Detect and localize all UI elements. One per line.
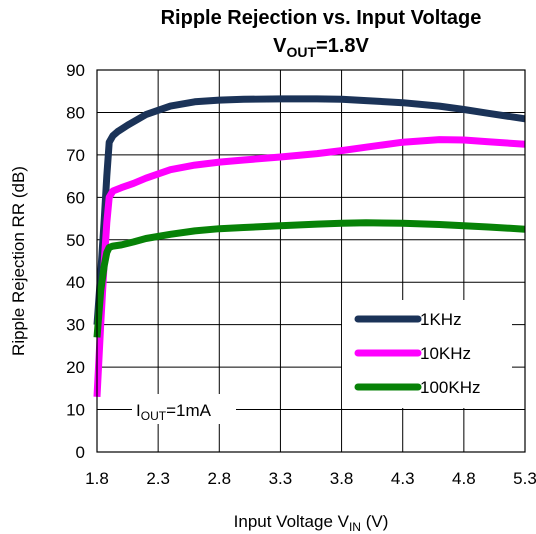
annotation-text: IOUT=1mA	[136, 401, 212, 423]
x-tick-label: 2.8	[207, 469, 231, 488]
x-tick-label: 5.3	[513, 469, 536, 488]
series-line-10khz	[93, 136, 526, 397]
annotation-box	[132, 394, 236, 424]
legend: 1KHz 10KHz 100KHz	[342, 300, 512, 408]
data-series	[93, 95, 526, 397]
y-tick-label: 0	[76, 443, 85, 462]
series-line-1khz	[93, 95, 526, 325]
x-tick-label: 3.8	[330, 469, 354, 488]
y-tick-label: 30	[66, 316, 85, 335]
chart-title: Ripple Rejection vs. Input Voltage	[161, 7, 482, 29]
y-axis-label: Ripple Rejection RR (dB)	[9, 166, 28, 356]
tick-labels: 0 10 20 30 40 50 60 70 80 90 1.8 2.3 2.8 3.3 3.8 4.3 4.8…	[66, 61, 536, 488]
y-tick-label: 80	[66, 103, 85, 122]
y-tick-label: 90	[66, 61, 85, 80]
y-tick-label: 50	[66, 231, 85, 250]
legend-label-1khz: 1KHz	[420, 310, 462, 329]
series-line-100khz	[93, 219, 526, 338]
x-tick-label: 1.8	[85, 469, 109, 488]
plot-frame	[96, 69, 526, 453]
chart-subtitle: VOUT=1.8V	[273, 35, 369, 60]
iout-annotation: IOUT=1mA	[132, 394, 236, 424]
legend-label-10khz: 10KHz	[420, 344, 471, 363]
y-tick-label: 10	[66, 401, 85, 420]
y-tick-label: 70	[66, 146, 85, 165]
y-tick-label: 60	[66, 188, 85, 207]
x-tick-label: 4.8	[452, 469, 476, 488]
x-tick-label: 4.3	[391, 469, 415, 488]
x-tick-label: 2.3	[146, 469, 170, 488]
x-axis-label: Input Voltage VIN (V)	[234, 512, 389, 534]
y-tick-label: 20	[66, 358, 85, 377]
legend-label-100khz: 100KHz	[420, 378, 480, 397]
x-tick-label: 3.3	[269, 469, 293, 488]
y-tick-label: 40	[66, 273, 85, 292]
